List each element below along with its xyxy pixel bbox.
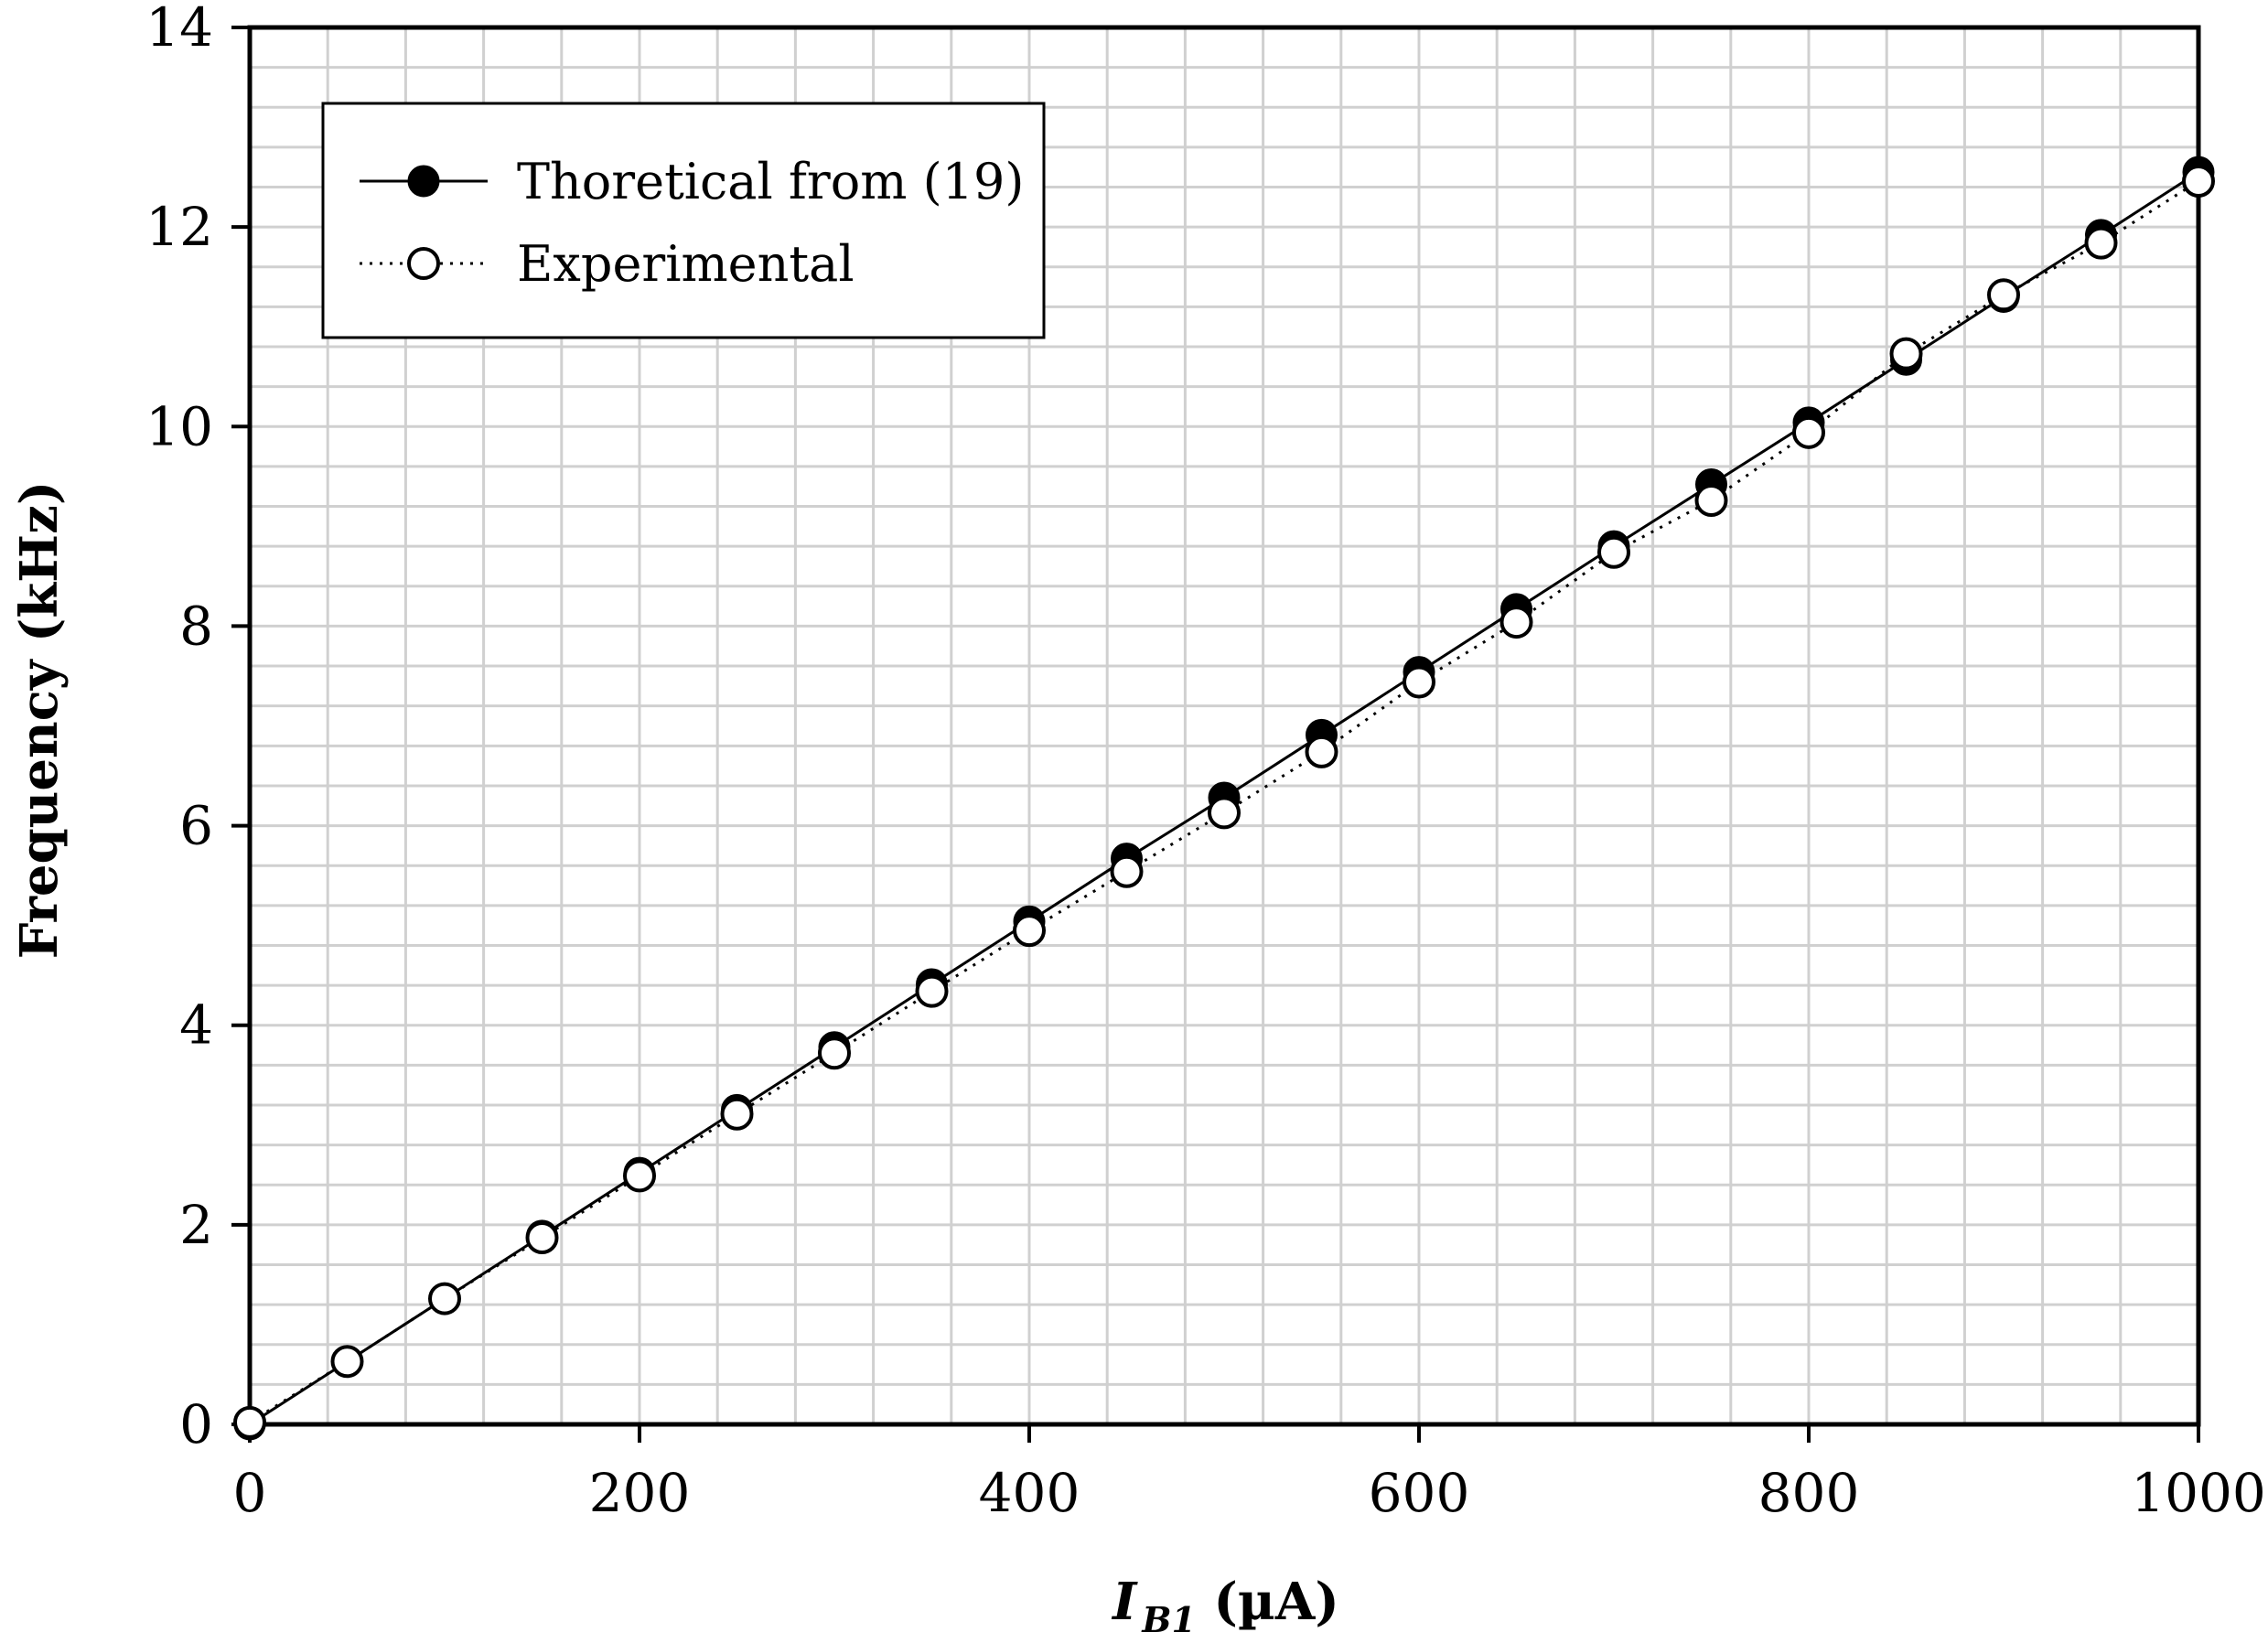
data-point-experimental	[1208, 796, 1241, 830]
x-tick-label: 800	[1758, 1462, 1860, 1524]
axis-ticks: 0 200 400 600 800 1000 0 2 4 6 8 10 12 14	[145, 0, 2266, 1524]
plot-border	[247, 25, 2201, 1427]
data-point-experimental	[1305, 735, 1338, 768]
x-axis-title: I B1 (µA)	[1111, 1572, 1339, 1640]
data-point-experimental	[1013, 914, 1046, 948]
y-tick-label: 8	[179, 595, 213, 657]
x-axis-title-symbol: I	[1111, 1572, 1138, 1632]
data-point-experimental	[720, 1097, 754, 1131]
data-point-experimental	[1694, 483, 1728, 517]
x-axis-title-unit: (µA)	[1196, 1572, 1339, 1632]
data-point-experimental	[525, 1221, 559, 1255]
data-point-experimental	[2084, 226, 2118, 260]
legend-label-theoretical: Thoretical from (19)	[517, 153, 1024, 210]
data-point-experimental	[1110, 854, 1144, 888]
x-tick-label: 200	[589, 1462, 691, 1524]
data-point-experimental	[818, 1036, 851, 1070]
y-tick-label: 0	[179, 1393, 213, 1455]
legend-marker-theoretical	[407, 165, 440, 198]
data-point-experimental	[915, 974, 949, 1008]
data-point-experimental	[330, 1345, 364, 1379]
y-tick-label: 12	[145, 196, 213, 258]
data-point-experimental	[428, 1282, 461, 1315]
legend-box	[321, 102, 1046, 339]
y-tick-label: 10	[145, 395, 213, 457]
legend-label-experimental: Experimental	[517, 235, 855, 293]
x-tick-label: 400	[979, 1462, 1080, 1524]
data-point-experimental	[2182, 164, 2215, 198]
data-point-experimental	[623, 1159, 656, 1193]
y-tick-label: 4	[179, 994, 213, 1057]
data-point-experimental	[1499, 606, 1533, 639]
data-point-experimental	[233, 1405, 266, 1439]
y-axis-title: Frequency (kHz)	[9, 481, 70, 960]
x-tick-label: 600	[1369, 1462, 1470, 1524]
x-tick-label: 0	[233, 1462, 267, 1524]
data-series	[233, 156, 2215, 1441]
data-point-experimental	[1987, 278, 2020, 312]
y-tick-label: 14	[145, 0, 213, 59]
y-tick-label: 2	[179, 1194, 213, 1256]
data-point-experimental	[1792, 415, 1825, 449]
data-point-experimental	[1597, 535, 1630, 569]
x-axis-title-subscript: B1	[1141, 1599, 1196, 1640]
legend-marker-experimental	[407, 247, 440, 280]
data-point-experimental	[1889, 337, 1923, 370]
x-tick-label: 1000	[2131, 1462, 2266, 1524]
legend: Thoretical from (19) Experimental	[321, 102, 1046, 339]
y-tick-label: 6	[179, 795, 213, 857]
data-point-experimental	[1403, 665, 1435, 699]
